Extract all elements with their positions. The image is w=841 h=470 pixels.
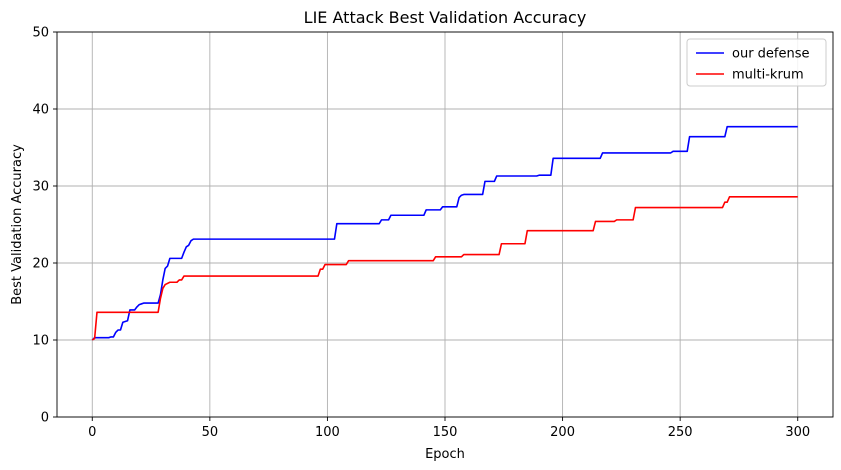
- x-axis-label: Epoch: [425, 447, 465, 462]
- y-tick-label: 20: [32, 257, 49, 272]
- chart-title: LIE Attack Best Validation Accuracy: [304, 8, 587, 27]
- y-tick-label: 0: [41, 411, 49, 426]
- x-tick-label: 300: [785, 425, 810, 440]
- series-line-our-defense: [91, 125, 798, 341]
- y-tick-label: 30: [32, 180, 49, 195]
- x-tick-label: 200: [550, 425, 575, 440]
- x-tick-label: 250: [668, 425, 693, 440]
- series-line-multi-krum: [91, 195, 798, 341]
- y-tick-label: 40: [32, 103, 49, 118]
- grid-lines: [57, 31, 833, 418]
- legend-label: multi-krum: [732, 68, 804, 83]
- x-tick-label: 0: [88, 425, 96, 440]
- y-tick-label: 10: [32, 334, 49, 349]
- y-axis-label: Best Validation Accuracy: [10, 144, 25, 305]
- y-tick-label: 50: [32, 26, 49, 41]
- legend: our defense multi-krum: [686, 38, 827, 87]
- series-lines: [91, 125, 798, 341]
- x-tick-label: 150: [433, 425, 458, 440]
- legend-label: our defense: [732, 47, 810, 62]
- x-tick-label: 50: [202, 425, 219, 440]
- x-tick-label: 100: [315, 425, 340, 440]
- axis-ticks: 0 50 100 150 200 250 300 0 10 20 30 40 50: [32, 26, 810, 441]
